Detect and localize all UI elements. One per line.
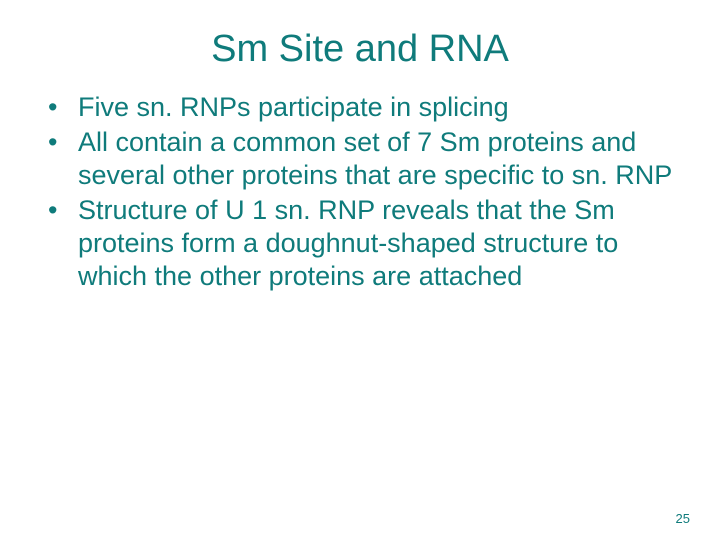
slide-body: Five sn. RNPs participate in splicing Al… xyxy=(0,91,720,293)
bullet-item: All contain a common set of 7 Sm protein… xyxy=(40,126,680,192)
bullet-list: Five sn. RNPs participate in splicing Al… xyxy=(40,91,680,293)
slide: Sm Site and RNA Five sn. RNPs participat… xyxy=(0,0,720,540)
bullet-item: Five sn. RNPs participate in splicing xyxy=(40,91,680,124)
slide-title: Sm Site and RNA xyxy=(0,0,720,91)
bullet-item: Structure of U 1 sn. RNP reveals that th… xyxy=(40,194,680,293)
page-number: 25 xyxy=(676,511,690,526)
